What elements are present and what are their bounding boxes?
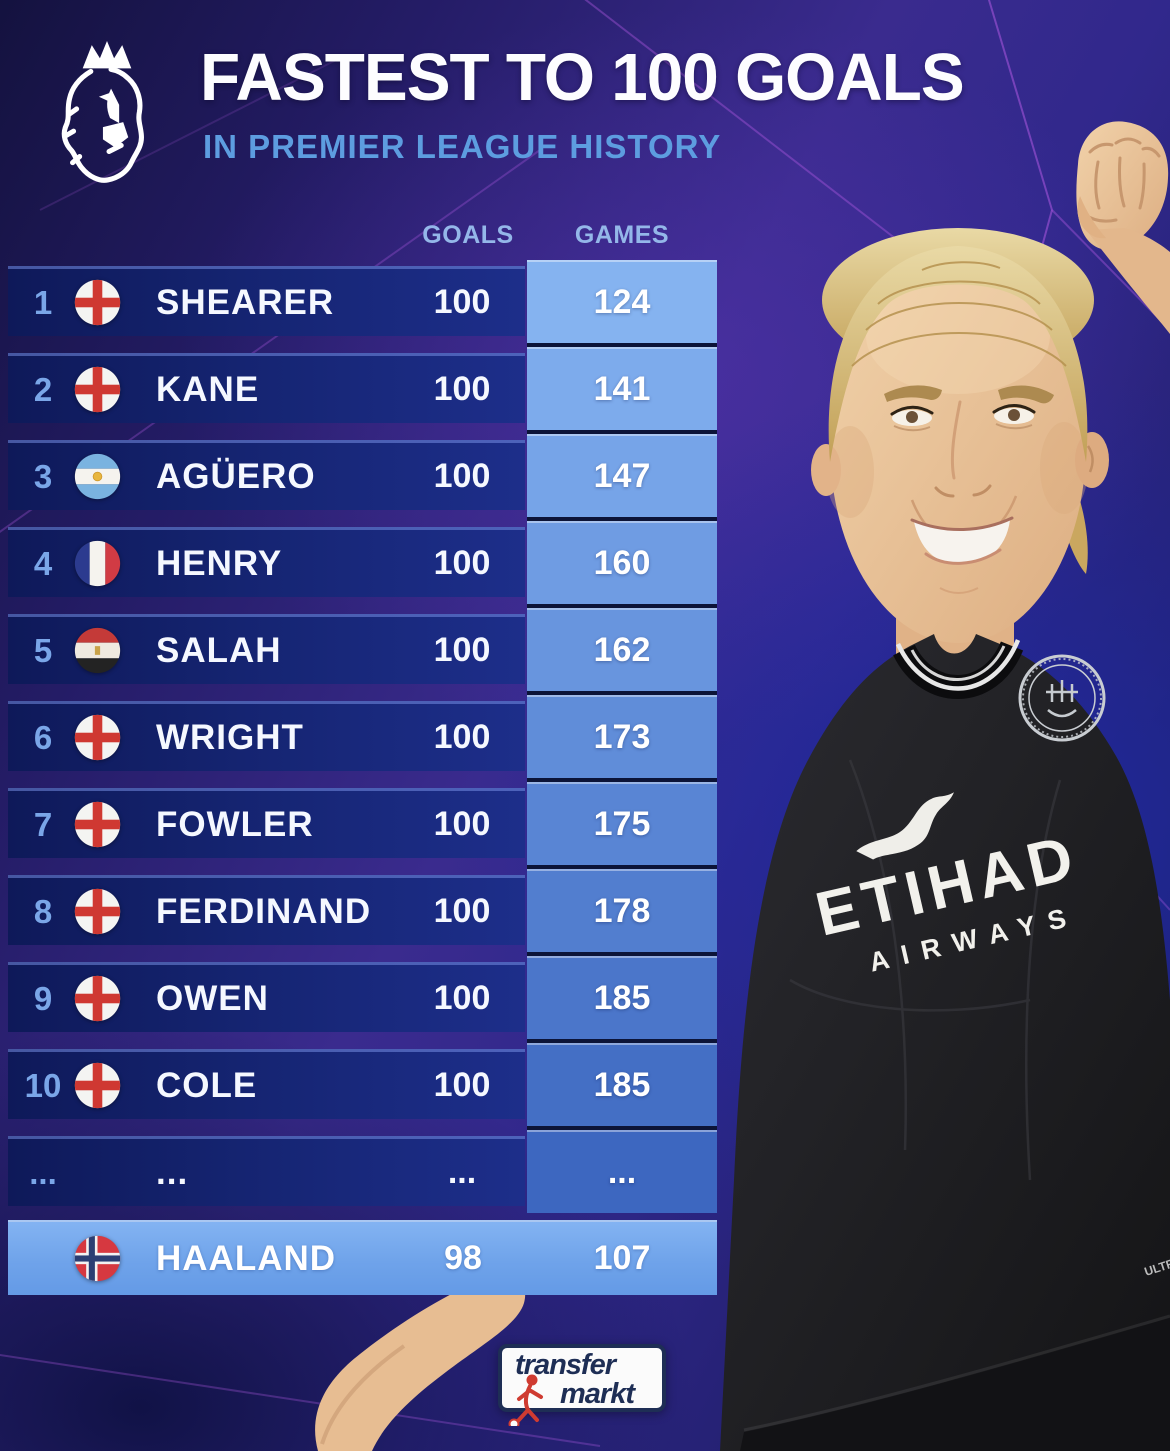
eyebrow — [884, 385, 942, 402]
eyes — [890, 404, 1036, 432]
goals-value: 98 — [444, 1239, 482, 1277]
player-flag-icon — [74, 1235, 121, 1282]
player-name: HAALAND — [156, 1239, 337, 1278]
premier-league-lion-logo — [61, 41, 144, 183]
puma-logo — [856, 792, 954, 860]
shorts — [740, 1318, 1170, 1451]
haaland-photo: ETIHAD AIRWAYS ULTR — [720, 121, 1170, 1451]
face — [830, 247, 1086, 643]
column-header-games: GAMES — [574, 221, 670, 249]
highlight-row-haaland: HAALAND 98 107 — [8, 1220, 717, 1295]
games-value: 107 — [593, 1239, 651, 1277]
page-subtitle: IN PREMIER LEAGUE HISTORY — [203, 128, 722, 165]
jersey — [720, 634, 1170, 1451]
raised-fist — [1076, 121, 1170, 334]
column-header-goals: GOALS — [422, 221, 514, 249]
city-badge — [1018, 654, 1106, 742]
games-column-backing — [527, 260, 717, 1213]
transfermarkt-logo: transfer markt — [498, 1344, 666, 1426]
nose — [934, 400, 992, 498]
haaland-forearm — [315, 1275, 526, 1451]
brand-player-icon — [508, 1374, 543, 1426]
mouth — [910, 495, 1018, 594]
brand-word-bottom: markt — [560, 1378, 635, 1410]
page-title: FASTEST TO 100 GOALS — [200, 40, 965, 115]
eyebrow — [998, 385, 1054, 404]
